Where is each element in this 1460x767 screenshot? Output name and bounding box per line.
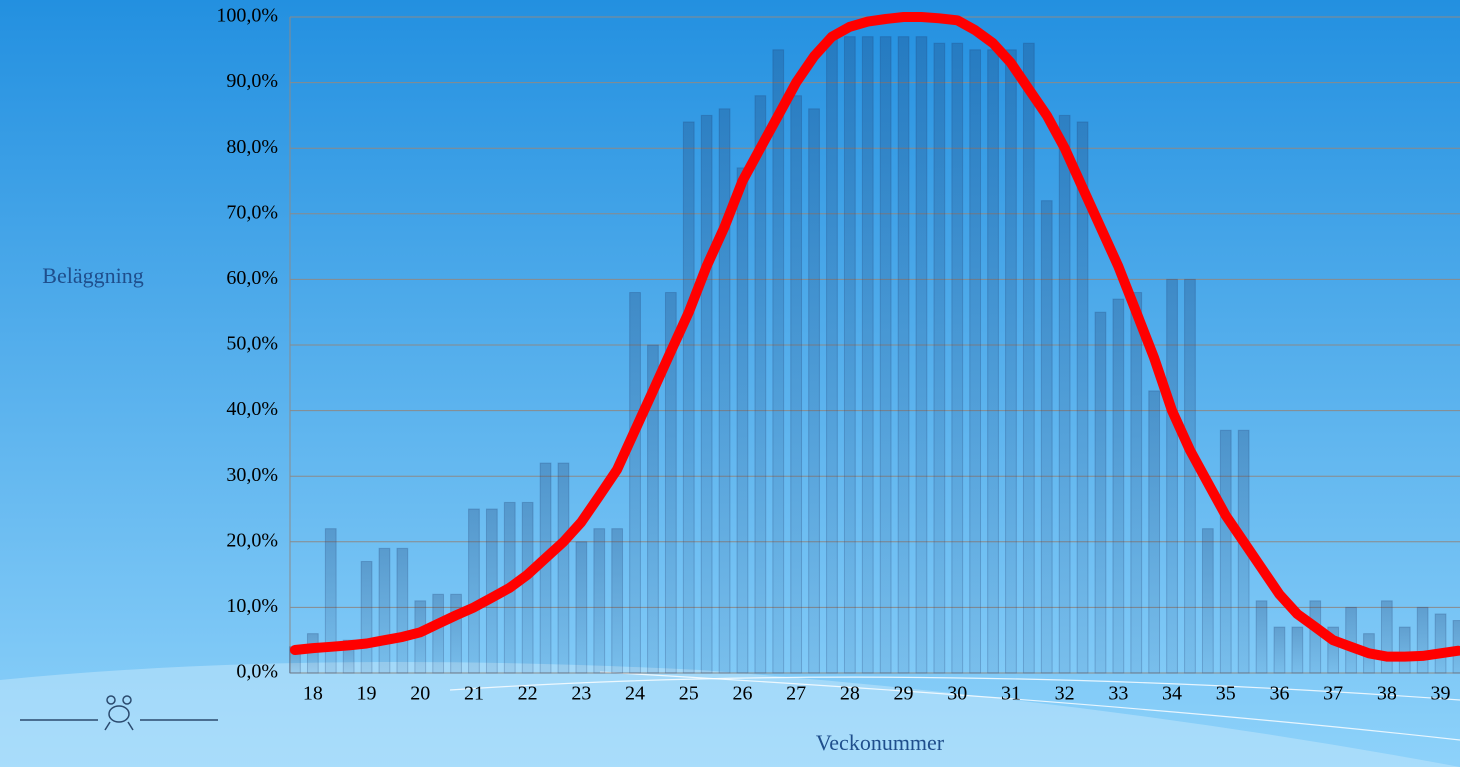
y-tick-label: 50,0%	[226, 333, 278, 355]
bar	[915, 36, 928, 674]
bar	[718, 108, 731, 674]
bar	[1112, 298, 1125, 674]
bar	[1184, 278, 1196, 674]
y-tick-label: 70,0%	[226, 201, 278, 223]
bar	[432, 593, 445, 674]
x-tick-label: 30	[947, 683, 967, 705]
bar	[1380, 600, 1393, 674]
x-tick-label: 24	[625, 683, 645, 705]
decor-swoosh	[0, 662, 1460, 767]
bar	[682, 121, 695, 674]
bar	[790, 95, 803, 674]
x-tick-label: 35	[1216, 683, 1236, 705]
bar	[754, 95, 767, 674]
bar	[557, 462, 570, 674]
x-tick-label: 18	[303, 683, 323, 705]
x-tick-label: 39	[1431, 683, 1451, 705]
bar	[1327, 626, 1340, 674]
x-tick-label: 22	[518, 683, 538, 705]
x-tick-label: 23	[571, 683, 591, 705]
bar	[1291, 626, 1304, 674]
decor-line	[449, 676, 1460, 701]
y-axis-title: Beläggning	[42, 263, 143, 288]
decor-icon	[20, 695, 218, 731]
bar	[1309, 600, 1322, 674]
y-tick-label: 90,0%	[226, 70, 278, 92]
bar	[342, 639, 355, 674]
x-tick-label: 19	[357, 683, 377, 705]
x-tick-label: 38	[1377, 683, 1397, 705]
x-tick-label: 34	[1162, 683, 1182, 705]
y-tick-label: 10,0%	[226, 595, 278, 617]
bar	[575, 541, 588, 674]
y-tick-label: 60,0%	[226, 267, 278, 289]
bar	[1398, 626, 1411, 674]
bar	[629, 292, 641, 674]
bar	[1058, 114, 1071, 674]
bar	[1148, 390, 1161, 674]
bar	[468, 508, 480, 674]
bar	[396, 547, 409, 674]
bar	[1434, 613, 1447, 674]
bar	[593, 528, 606, 674]
y-tick-label: 40,0%	[226, 398, 278, 420]
bar	[772, 49, 785, 674]
bar	[647, 344, 659, 674]
bar	[861, 36, 874, 674]
bar	[700, 114, 713, 674]
bar	[450, 593, 462, 674]
bar	[360, 560, 373, 674]
bar	[1040, 200, 1053, 674]
bar	[378, 547, 391, 674]
bar	[736, 167, 749, 674]
x-tick-label: 20	[410, 683, 430, 705]
bar	[1076, 121, 1089, 674]
bar	[1022, 42, 1035, 674]
bar	[1255, 600, 1268, 674]
bar	[933, 42, 946, 674]
x-tick-label: 36	[1269, 683, 1289, 705]
bar	[1273, 626, 1286, 674]
bar	[826, 36, 838, 674]
bar	[1005, 49, 1017, 674]
bar	[1130, 292, 1143, 674]
bar	[1201, 528, 1214, 674]
decor-line	[599, 671, 1460, 741]
y-tick-label: 0,0%	[236, 661, 278, 683]
x-tick-label: 21	[464, 683, 484, 705]
x-tick-label: 28	[840, 683, 860, 705]
bar	[611, 528, 624, 674]
x-tick-label: 29	[894, 683, 914, 705]
y-tick-label: 20,0%	[226, 529, 278, 551]
bar	[987, 49, 999, 674]
y-tick-label: 80,0%	[226, 136, 278, 158]
y-tick-label: 100,0%	[216, 5, 278, 27]
bar	[843, 36, 856, 674]
bar	[951, 42, 964, 674]
x-tick-label: 26	[732, 683, 752, 705]
bar	[324, 528, 337, 674]
bar	[879, 36, 892, 674]
bar	[1219, 429, 1232, 674]
x-tick-label: 27	[786, 683, 806, 705]
bar	[808, 108, 820, 674]
trend-line	[289, 12, 1460, 662]
y-tick-label: 30,0%	[226, 464, 278, 486]
x-tick-label: 33	[1108, 683, 1128, 705]
bar	[1094, 311, 1107, 674]
bar	[1416, 606, 1429, 674]
bar	[521, 501, 534, 674]
x-tick-label: 31	[1001, 683, 1021, 705]
bar	[897, 36, 910, 674]
bar	[664, 292, 677, 674]
x-axis-title: Veckonummer	[816, 730, 945, 755]
x-tick-label: 37	[1323, 683, 1343, 705]
x-tick-label: 25	[679, 683, 699, 705]
x-tick-label: 32	[1055, 683, 1075, 705]
bar	[1166, 278, 1178, 674]
bar	[969, 49, 982, 674]
